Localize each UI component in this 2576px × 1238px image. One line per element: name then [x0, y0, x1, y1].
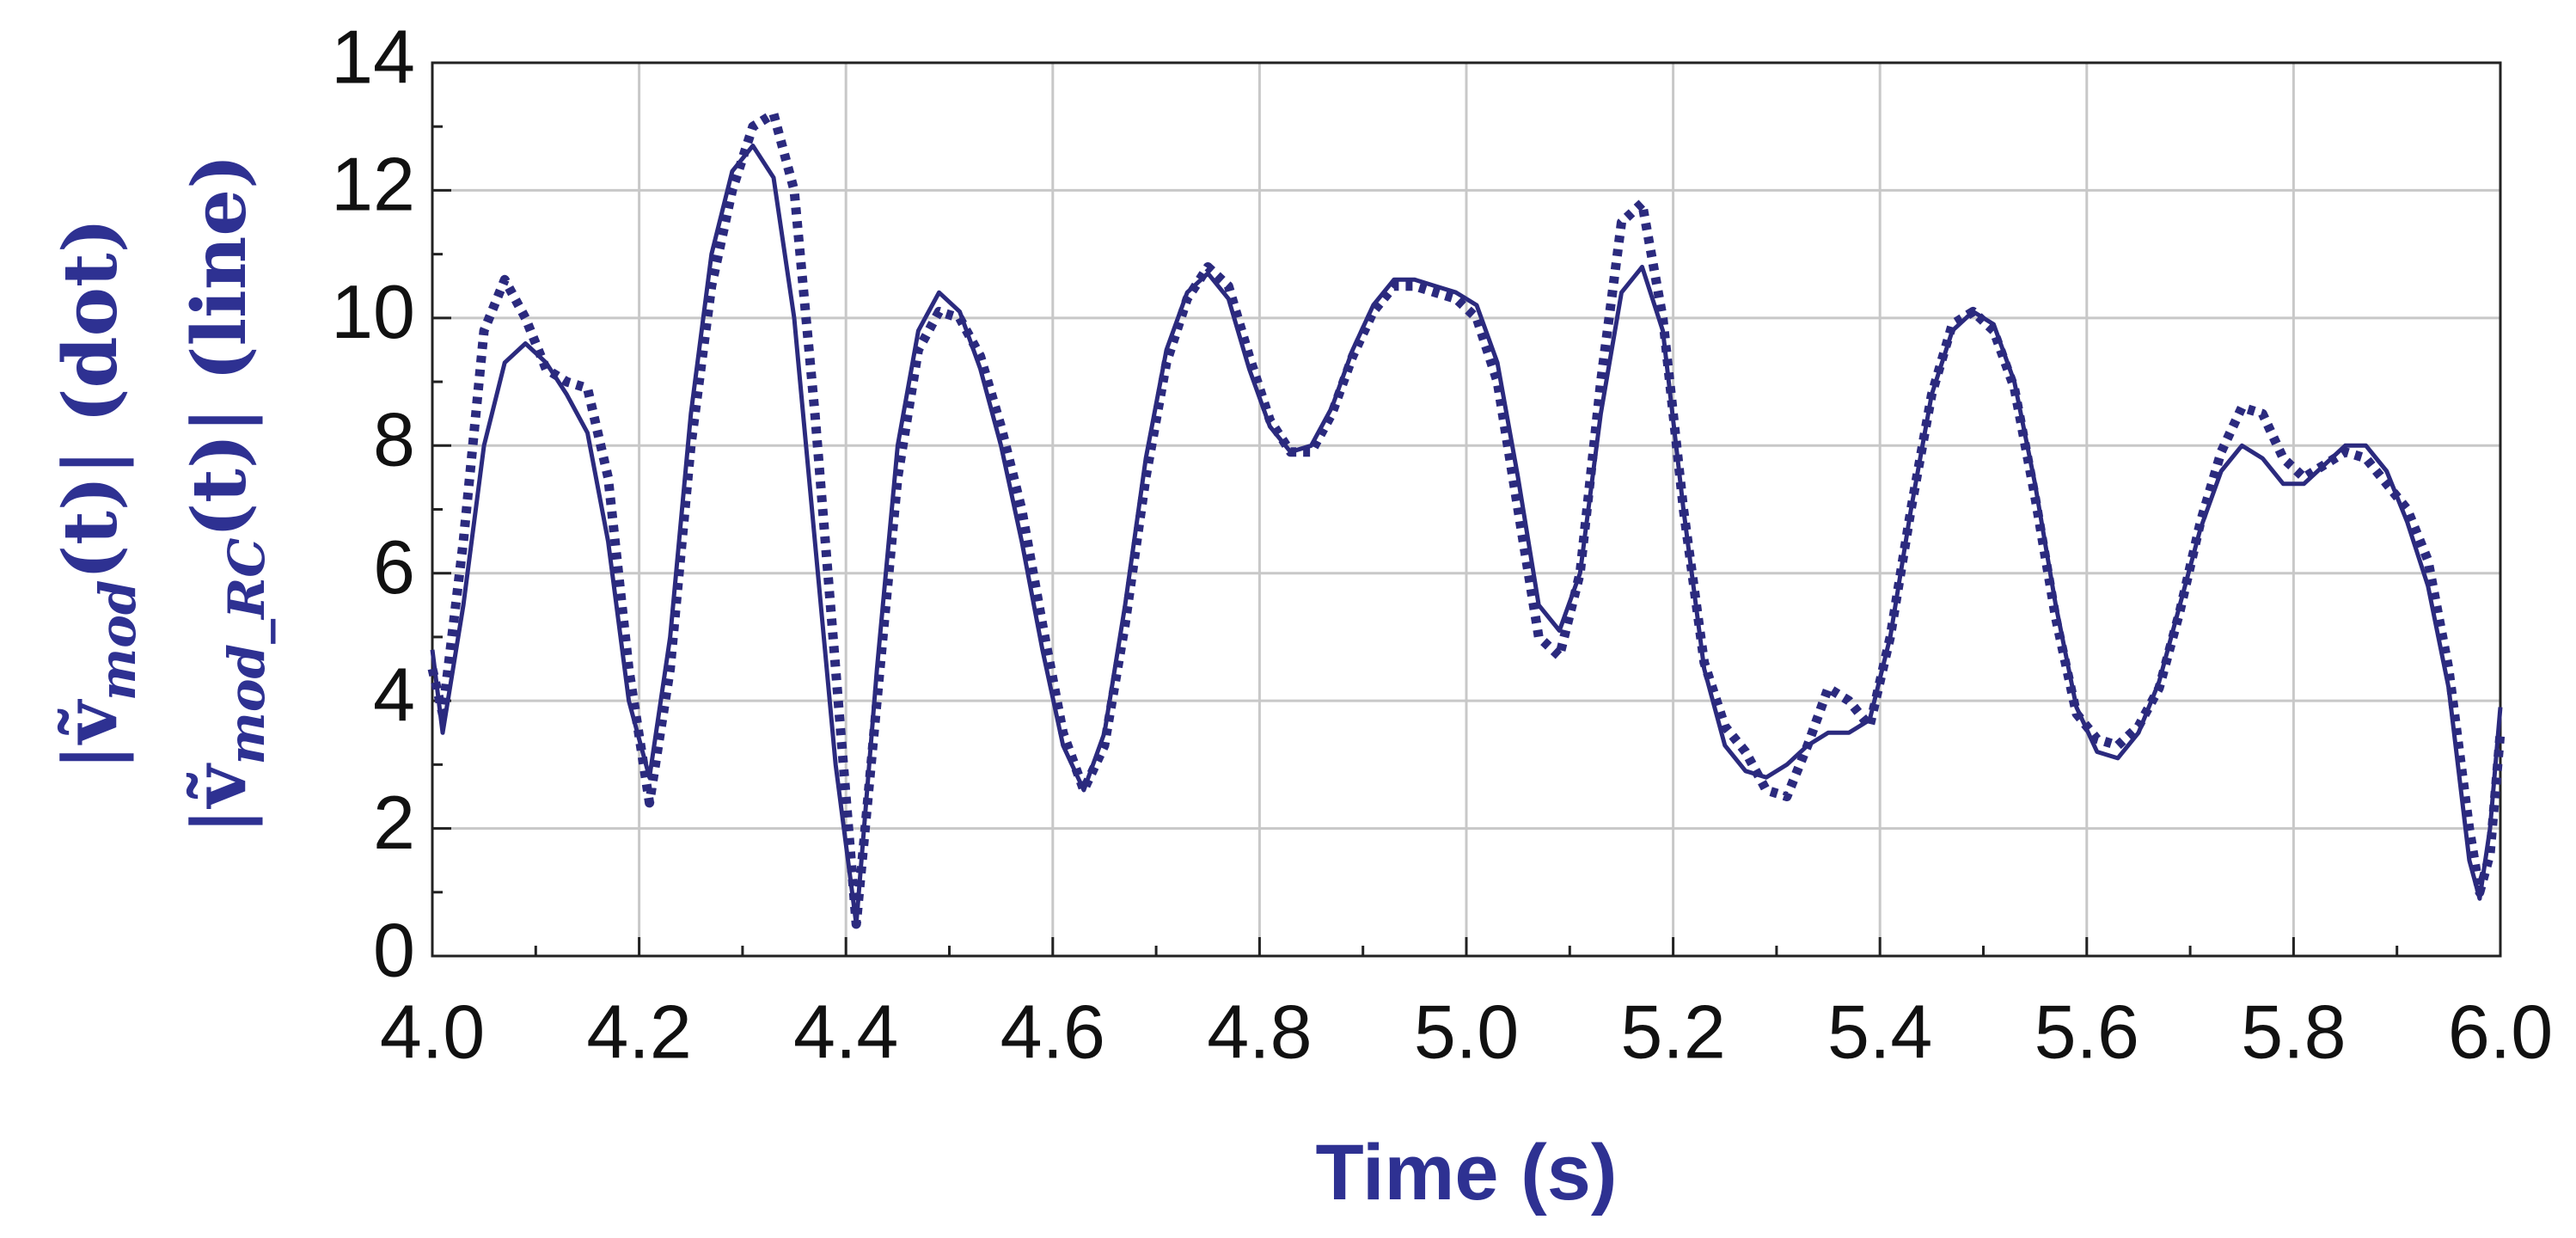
y-tick-label: 4	[373, 652, 415, 737]
y-tick-label: 6	[373, 524, 415, 610]
x-tick-label: 4.8	[1207, 989, 1312, 1074]
x-tick-label: 5.6	[2034, 989, 2139, 1074]
y-label-subscript: mod	[89, 580, 147, 702]
x-axis-title: Time (s)	[1315, 1129, 1617, 1217]
y-tick-label: 10	[331, 269, 415, 354]
y-axis-title: |ṽmod_RC(t)| (line)	[176, 154, 276, 835]
x-tick-label: 6.0	[2448, 989, 2553, 1074]
x-tick-label: 5.4	[1827, 989, 1932, 1074]
plot-frame	[431, 61, 2502, 958]
x-tick-label: 5.0	[1414, 989, 1519, 1074]
series-line	[430, 144, 2503, 927]
y-label-part: |ṽ	[47, 698, 134, 770]
x-tick-label: 4.6	[1000, 989, 1105, 1074]
x-tick-label: 4.2	[586, 989, 691, 1074]
y-label-subscript: mod_RC	[217, 538, 276, 765]
y-label-part: (t)| (dot)	[47, 218, 134, 580]
y-tick-label: 2	[373, 780, 415, 865]
y-tick-label: 14	[331, 14, 415, 99]
x-tick-label: 5.2	[1620, 989, 1725, 1074]
x-tick-label: 4.4	[793, 989, 898, 1074]
y-tick-label: 8	[373, 397, 415, 482]
y-label-part: |ṽ	[176, 762, 263, 834]
x-tick-label: 5.8	[2241, 989, 2346, 1074]
y-label-part: (t)| (line)	[176, 154, 263, 537]
y-axis-title: |ṽmod(t)| (dot)	[47, 218, 147, 771]
y-tick-label: 0	[373, 907, 415, 992]
x-tick-label: 4.0	[380, 989, 485, 1074]
y-tick-label: 12	[331, 142, 415, 227]
